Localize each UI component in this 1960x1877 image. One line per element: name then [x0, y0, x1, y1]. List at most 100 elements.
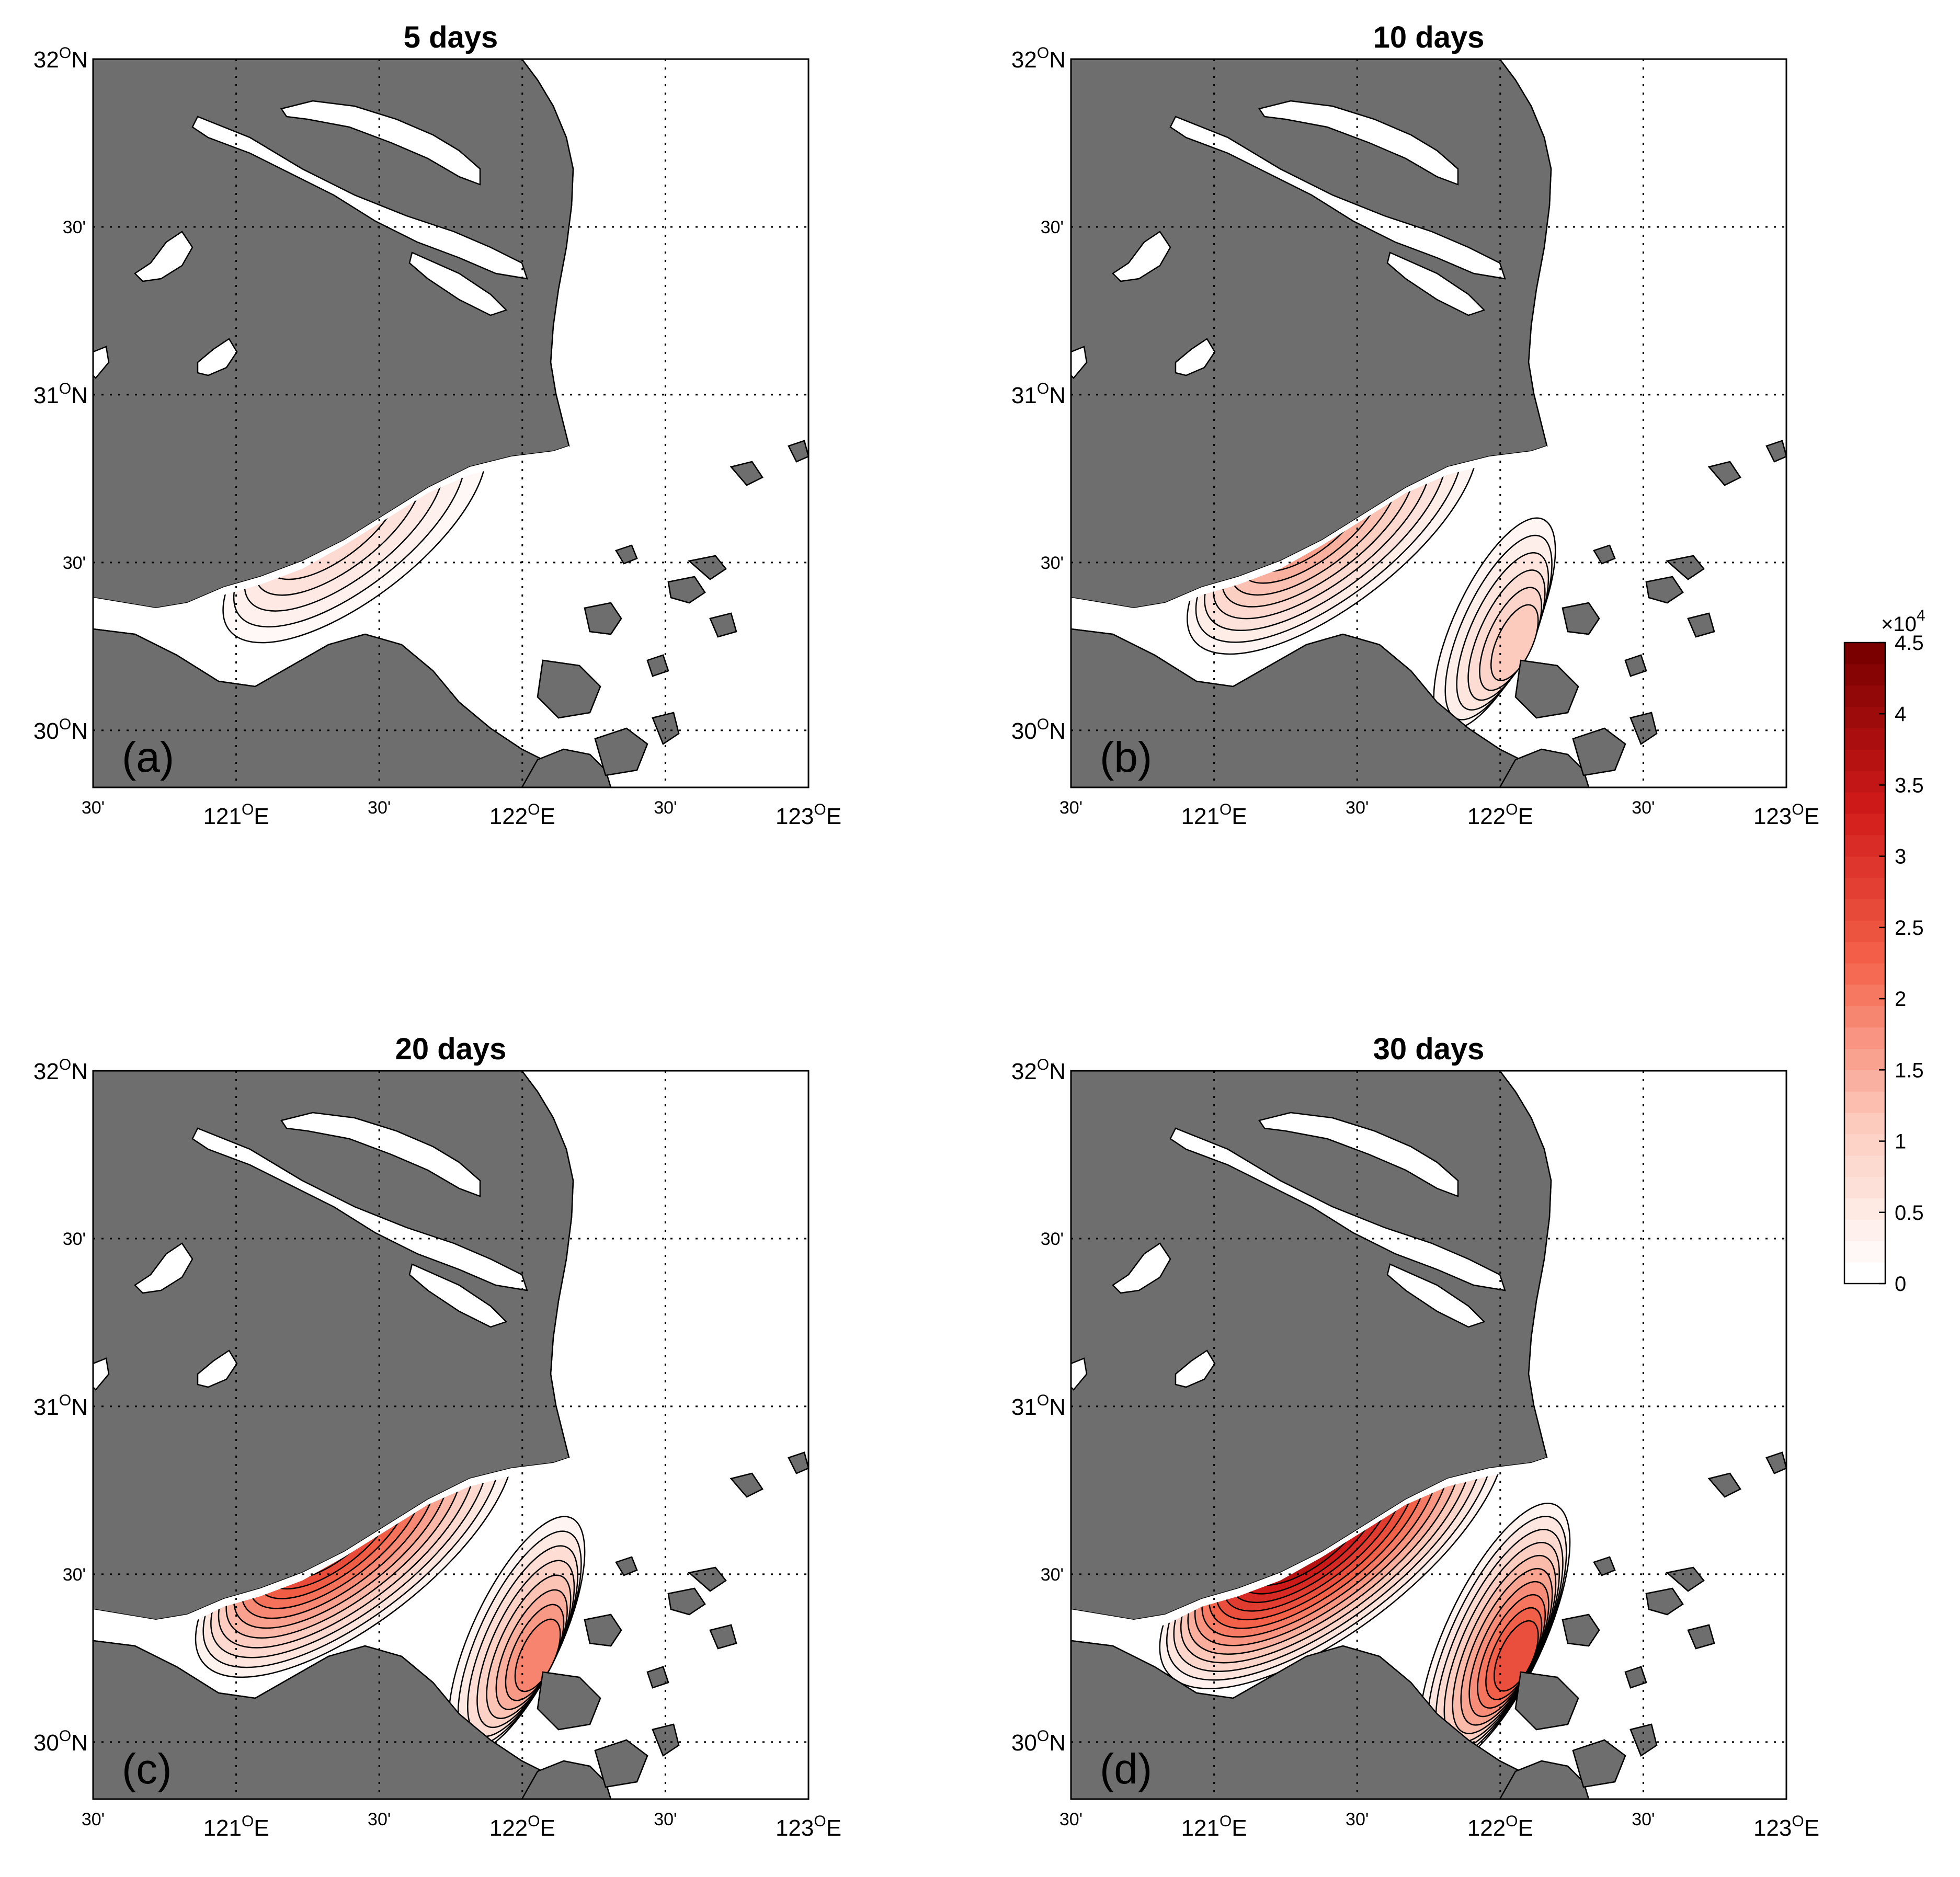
- x-tick-label: 123OE: [776, 1813, 841, 1841]
- map-body: [1071, 1071, 1786, 1799]
- panel-letter: (c): [122, 1745, 172, 1793]
- y-tick-label: 32ON: [33, 44, 88, 73]
- colorbar-level: [1844, 749, 1885, 771]
- graticule: [1071, 1071, 1786, 1799]
- y-tick-label: 32ON: [1011, 44, 1066, 73]
- colorbar-level: [1844, 728, 1885, 750]
- x-tick-label: 30': [1059, 798, 1082, 818]
- panel-letter: (b): [1100, 734, 1152, 781]
- y-tick-label: 30': [1041, 1229, 1064, 1249]
- panel-title: 10 days: [1373, 20, 1485, 54]
- colorbar-level: [1844, 663, 1885, 686]
- colorbar-level: [1844, 813, 1885, 836]
- colorbar-level: [1844, 1155, 1885, 1177]
- map-frame: [92, 1070, 810, 1800]
- y-tick-label: 30': [1041, 218, 1064, 237]
- colorbar-frame: [1843, 642, 1886, 1285]
- y-tick-label: 30ON: [1011, 716, 1066, 744]
- x-tick-label: 30': [654, 1810, 677, 1829]
- colorbar-level: [1844, 1134, 1885, 1156]
- y-tick-label: 30': [63, 553, 86, 573]
- panel-letter: (a): [122, 734, 174, 781]
- colorbar-tick-label: 1.5: [1895, 1059, 1924, 1082]
- x-tick-label: 30': [654, 798, 677, 818]
- x-tick-label: 30': [1632, 1810, 1655, 1829]
- y-tick-label: 30': [1041, 553, 1064, 573]
- x-tick-label: 122OE: [489, 801, 555, 829]
- contour-band: [1490, 604, 1539, 681]
- x-tick-label: 123OE: [1753, 1813, 1819, 1841]
- panel-letter: (d): [1100, 1745, 1152, 1793]
- colorbar-level: [1844, 963, 1885, 985]
- x-tick-label: 121OE: [1181, 801, 1247, 829]
- colorbar-tick-label: 2.5: [1895, 917, 1924, 940]
- x-tick-label: 122OE: [1467, 1813, 1533, 1841]
- graticule: [93, 59, 808, 787]
- map-body: [93, 1071, 808, 1799]
- colorbar-level: [1844, 877, 1885, 899]
- x-tick-label: 122OE: [489, 1813, 555, 1841]
- colorbar-level: [1844, 1176, 1885, 1199]
- y-tick-label: 30ON: [1011, 1727, 1066, 1756]
- graticule: [1071, 59, 1786, 787]
- colorbar-level: [1844, 1005, 1885, 1028]
- y-tick-label: 31ON: [33, 1392, 88, 1420]
- colorbar-level: [1844, 706, 1885, 729]
- colorbar-level: [1844, 899, 1885, 921]
- colorbar-tick-label: 2: [1895, 988, 1906, 1011]
- colorbar-level: [1844, 856, 1885, 878]
- colorbar-tick-label: 3: [1895, 845, 1906, 868]
- x-tick-label: 30': [1346, 1810, 1369, 1829]
- colorbar-tick-label: 0: [1895, 1273, 1906, 1296]
- graticule: [93, 1071, 808, 1799]
- map-panel-d: 30 days 30' 121OE 30' 122OE 30' 123OE 32ON 30' 31…: [1011, 1032, 1819, 1841]
- colorbar-level: [1844, 984, 1885, 1006]
- y-tick-label: 30ON: [33, 1727, 88, 1756]
- map-panel-a: 5 days 30' 121OE 30' 122OE 30' 123OE 32ON 30' 31O…: [33, 20, 841, 829]
- x-tick-label: 123OE: [776, 801, 841, 829]
- x-tick-label: 30': [1632, 798, 1655, 818]
- colorbar-tick-label: 4: [1895, 703, 1906, 726]
- colorbar-level: [1844, 771, 1885, 793]
- colorbar-level: [1844, 1198, 1885, 1220]
- panel-title: 20 days: [395, 1032, 507, 1066]
- colorbar-level: [1844, 1241, 1885, 1263]
- y-tick-label: 32ON: [1011, 1056, 1066, 1084]
- y-tick-label: 31ON: [1011, 1392, 1066, 1420]
- colorbar-level: [1844, 920, 1885, 942]
- x-tick-label: 122OE: [1467, 801, 1533, 829]
- colorbar-level: [1844, 1113, 1885, 1135]
- colorbar-level: [1844, 792, 1885, 814]
- colorbar-tick-label: 4.5: [1895, 632, 1924, 655]
- colorbar-level: [1844, 1048, 1885, 1070]
- map-body: [93, 59, 808, 787]
- map-panel-b: 10 days 30' 121OE 30' 122OE 30' 123OE 32ON 30' 31…: [1011, 20, 1819, 829]
- y-tick-label: 30': [63, 1565, 86, 1585]
- x-tick-label: 30': [82, 798, 105, 818]
- x-tick-label: 123OE: [1753, 801, 1819, 829]
- colorbar-level: [1844, 1027, 1885, 1049]
- map-panel-c: 20 days 30' 121OE 30' 122OE 30' 123OE 32ON 30' 31…: [33, 1032, 841, 1841]
- colorbar-level: [1844, 1219, 1885, 1241]
- colorbar-tick-label: 1: [1895, 1130, 1906, 1153]
- colorbar-level: [1844, 834, 1885, 857]
- x-tick-label: 121OE: [203, 801, 269, 829]
- map-frame: [1070, 58, 1787, 788]
- colorbar-level: [1844, 685, 1885, 707]
- panel-title: 5 days: [404, 20, 498, 54]
- colorbar-level: [1844, 942, 1885, 964]
- colorbar: 4.543.532.521.510.50×104: [1843, 607, 1925, 1296]
- x-tick-label: 30': [368, 1810, 391, 1829]
- y-tick-label: 30ON: [33, 716, 88, 744]
- map-frame: [1070, 1070, 1787, 1800]
- x-tick-label: 30': [82, 1810, 105, 1829]
- colorbar-level: [1844, 643, 1885, 665]
- colorbar-tick-label: 3.5: [1895, 774, 1924, 797]
- y-tick-label: 30': [63, 1229, 86, 1249]
- colorbar-level: [1844, 1262, 1885, 1284]
- y-tick-label: 32ON: [33, 1056, 88, 1084]
- y-tick-label: 30': [1041, 1565, 1064, 1585]
- map-body: [1071, 59, 1786, 787]
- x-tick-label: 30': [1059, 1810, 1082, 1829]
